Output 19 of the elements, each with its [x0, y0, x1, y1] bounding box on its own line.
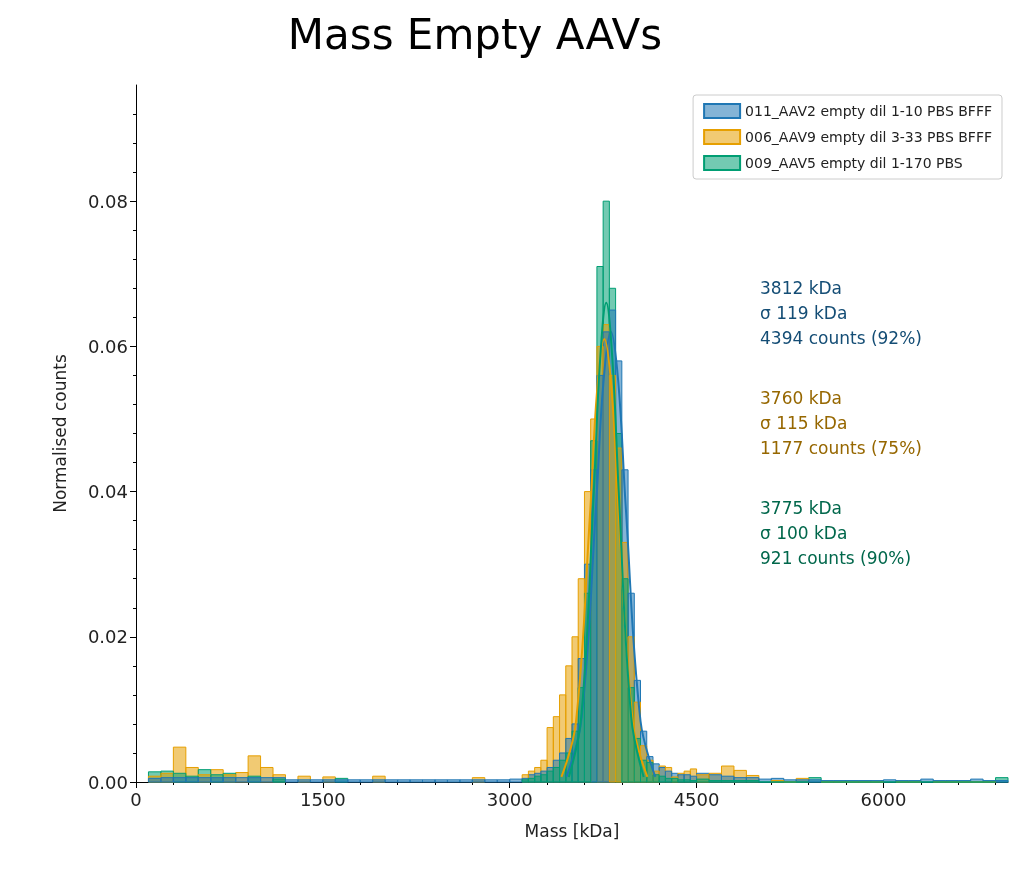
legend-label: 009_AAV5 empty dil 1-170 PBS: [745, 155, 963, 171]
y-tick-label: 0.04: [87, 481, 128, 503]
x-tick-label: 3000: [486, 788, 533, 810]
annotation: 3760 kDa σ 115 kDa 1177 counts (75%): [760, 387, 922, 458]
y-tick-label: 0.08: [87, 190, 128, 212]
legend-label: 006_AAV9 empty dil 3-33 PBS BFFF: [745, 129, 993, 145]
y-tick-label: 0.02: [87, 626, 128, 648]
chart-title: Mass Empty AAVs: [287, 9, 663, 59]
x-axis-title: Mass [kDa]: [524, 820, 620, 841]
legend-label: 011_AAV2 empty dil 1-10 PBS BFFF: [745, 103, 993, 119]
x-tick-label: 6000: [860, 788, 907, 810]
x-tick-label: 1500: [299, 788, 346, 810]
y-tick-label: 0.06: [87, 335, 128, 357]
x-tick-label: 4500: [673, 788, 720, 810]
annotation: 3812 kDa σ 119 kDa 4394 counts (92%): [760, 277, 922, 348]
x-tick-label: 0: [130, 788, 142, 810]
annotation: 3775 kDa σ 100 kDa 921 counts (90%): [760, 497, 912, 568]
y-axis-title: Normalised counts: [49, 354, 70, 513]
y-tick-label: 0.00: [87, 771, 128, 793]
